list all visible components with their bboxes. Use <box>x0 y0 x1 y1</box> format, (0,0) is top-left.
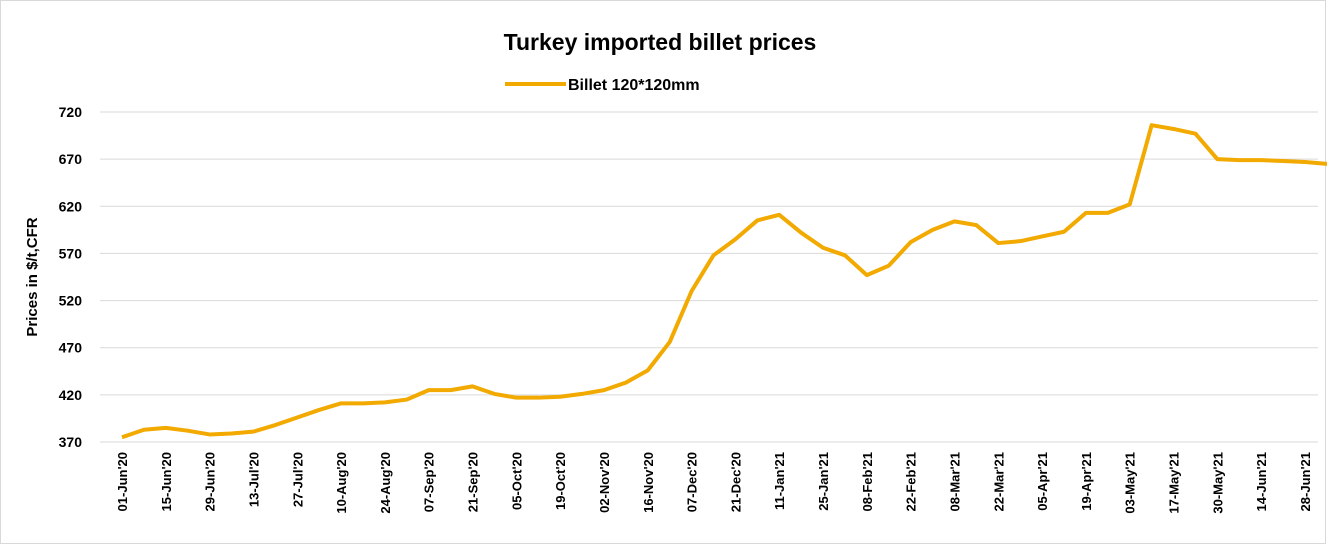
y-axis-label: Prices in $/t,CFR <box>24 217 41 336</box>
x-tick-label: 05-Apr'21 <box>1035 452 1050 511</box>
x-tick-label: 30-May'21 <box>1210 452 1225 514</box>
x-tick-label: 05-Oct'20 <box>509 452 524 510</box>
x-tick-label: 13-Jul'20 <box>246 452 261 507</box>
x-tick-label: 03-May'21 <box>1123 452 1138 514</box>
legend-label: Billet 120*120mm <box>568 77 700 94</box>
line-series <box>121 123 1327 440</box>
y-tick-label: 520 <box>59 293 83 309</box>
y-tick-label: 420 <box>59 387 83 403</box>
y-tick-label: 670 <box>59 151 83 167</box>
x-tick-label: 07-Dec'20 <box>685 452 700 512</box>
x-tick-label: 14-Jun'21 <box>1254 452 1269 511</box>
x-tick-label: 01-Jun'20 <box>115 452 130 511</box>
x-tick-label: 25-Jan'21 <box>816 452 831 511</box>
x-tick-label: 27-Jul'20 <box>290 452 305 507</box>
x-tick-label: 08-Mar'21 <box>947 452 962 511</box>
y-tick-label: 570 <box>59 245 83 261</box>
x-tick-label: 22-Mar'21 <box>991 452 1006 511</box>
x-tick-label: 28-Jun'21 <box>1298 452 1313 511</box>
x-tick-label: 07-Sep'20 <box>422 452 437 512</box>
x-tick-label: 02-Nov'20 <box>597 452 612 513</box>
x-tick-label: 08-Feb'21 <box>860 452 875 511</box>
x-tick-label: 21-Dec'20 <box>728 452 743 512</box>
x-tick-label: 15-Jun'20 <box>159 452 174 511</box>
y-tick-label: 720 <box>59 104 83 120</box>
y-tick-label: 370 <box>59 434 83 450</box>
y-tick-label: 470 <box>59 340 83 356</box>
y-tick-label: 620 <box>59 198 83 214</box>
x-tick-label: 29-Jun'20 <box>203 452 218 511</box>
chart-title: Turkey imported billet prices <box>504 29 817 55</box>
x-tick-label: 21-Sep'20 <box>466 452 481 512</box>
x-tick-label: 22-Feb'21 <box>904 452 919 511</box>
x-tick-label: 17-May'21 <box>1167 452 1182 514</box>
x-tick-label: 11-Jan'21 <box>772 452 787 510</box>
x-tick-label: 16-Nov'20 <box>641 452 656 513</box>
x-tick-label: 10-Aug'20 <box>334 452 349 514</box>
x-tick-label: 19-Oct'20 <box>553 452 568 510</box>
x-tick-label: 24-Aug'20 <box>378 452 393 514</box>
x-tick-label: 19-Apr'21 <box>1079 452 1094 511</box>
